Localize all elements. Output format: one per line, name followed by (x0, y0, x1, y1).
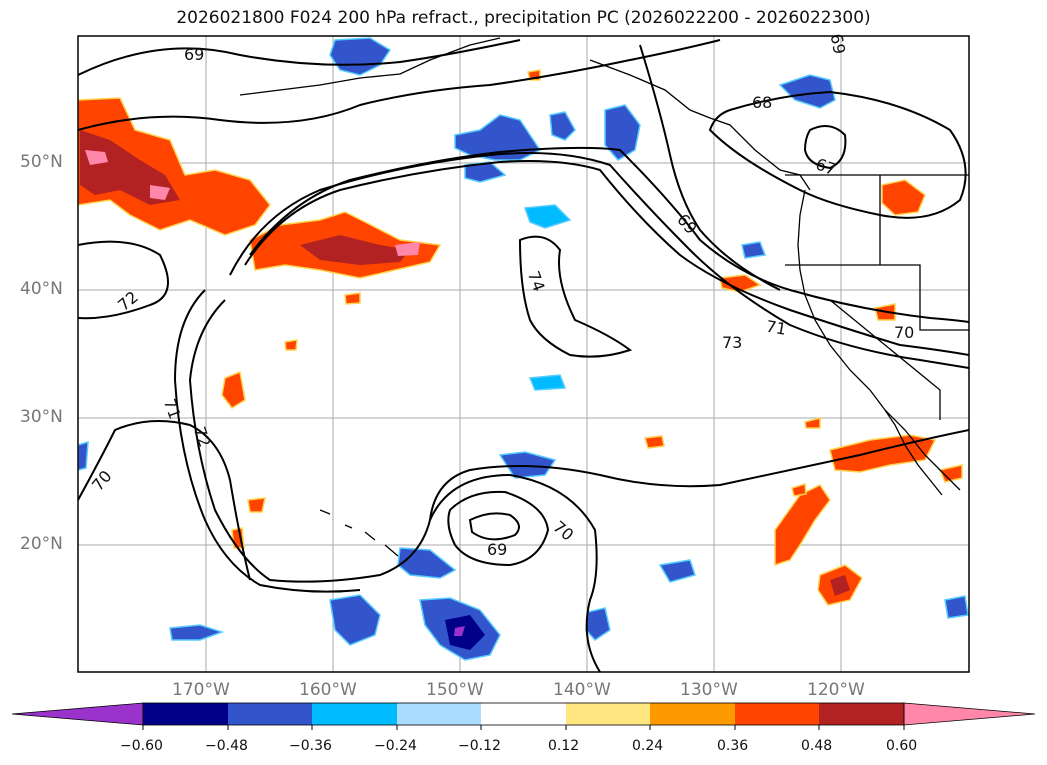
contour-label: 73 (722, 333, 742, 352)
contour-label: 71 (765, 317, 788, 339)
colorbar-tick-label: 0.24 (632, 738, 663, 754)
colorbar-tick-label: −0.24 (374, 738, 417, 754)
colorbar-segment (819, 703, 904, 725)
lat-label: 20°N (20, 534, 63, 554)
map-canvas: 69 69 68 67 69 72 74 71 73 70 71 72 70 7… (0, 0, 1047, 765)
colorbar-segment (397, 703, 481, 725)
lat-label: 30°N (20, 407, 63, 427)
colorbar-segment (228, 703, 312, 725)
colorbar-segment (312, 703, 397, 725)
precip-small-5 (248, 498, 265, 512)
colorbar-tick-label: −0.12 (458, 738, 501, 754)
lon-label: 170°W (172, 680, 230, 700)
colorbar-ext-left (12, 703, 143, 725)
precip-small-10 (345, 293, 360, 304)
lon-label: 140°W (553, 680, 611, 700)
precip-neg-s9 (530, 375, 565, 390)
colorbar-segment (143, 703, 228, 725)
precip-small-11 (285, 340, 297, 350)
precip-small-4 (645, 436, 664, 448)
lon-label: 150°W (426, 680, 484, 700)
contour-label: 69 (184, 45, 204, 64)
precip-neg-s7 (945, 596, 968, 618)
lon-label: 120°W (807, 680, 865, 700)
contour-label: 70 (894, 323, 914, 342)
colorbar-segment (650, 703, 735, 725)
lat-label: 40°N (20, 279, 63, 299)
colorbar (12, 703, 1035, 730)
colorbar-tick-label: 0.12 (548, 738, 579, 754)
colorbar-tick-label: 0.36 (717, 738, 748, 754)
precip-neg-s11 (742, 242, 765, 258)
lon-label: 130°W (680, 680, 738, 700)
colorbar-tick-label: 0.48 (801, 738, 832, 754)
colorbar-tick-label: −0.36 (289, 738, 332, 754)
colorbar-tick-label: −0.48 (205, 738, 248, 754)
contour-label: 69 (487, 540, 507, 559)
lat-label: 50°N (20, 152, 63, 172)
colorbar-ext-right (904, 703, 1035, 725)
colorbar-segment (566, 703, 650, 725)
lon-label: 160°W (299, 680, 357, 700)
colorbar-tick-label: −0.60 (120, 738, 163, 754)
contour-label: 68 (752, 93, 772, 112)
precip-neg-s12 (78, 442, 88, 470)
colorbar-segment (481, 703, 566, 725)
colorbar-tick-label: 0.60 (886, 738, 917, 754)
colorbar-segment (735, 703, 819, 725)
